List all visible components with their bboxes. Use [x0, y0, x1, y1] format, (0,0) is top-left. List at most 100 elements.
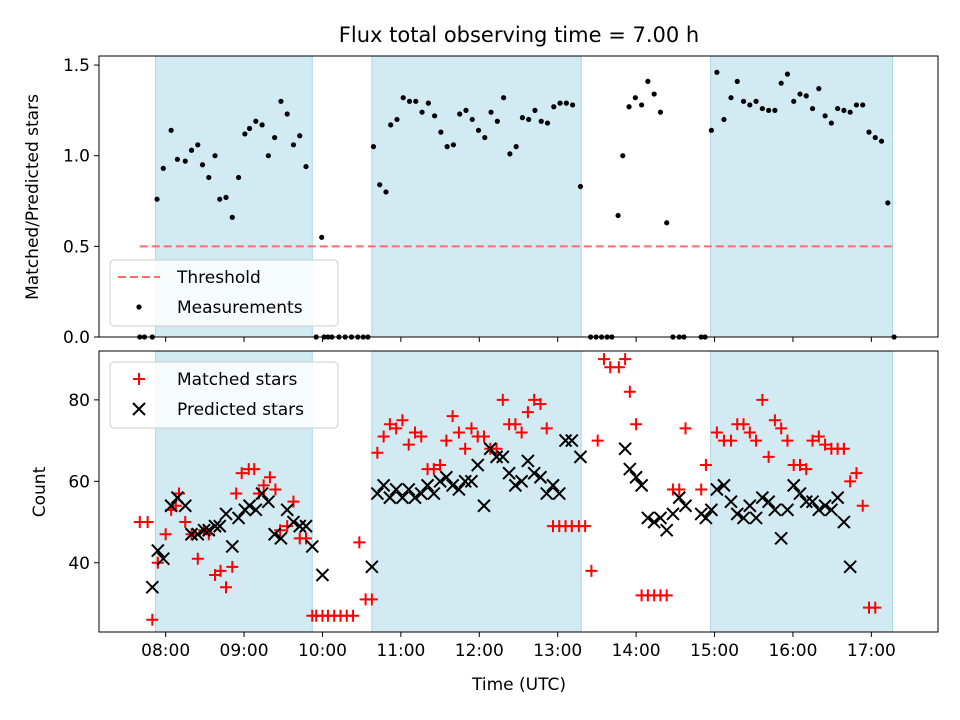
predicted-star-point — [151, 543, 165, 558]
matched-star-point — [191, 552, 204, 565]
matched-star-point — [724, 434, 737, 447]
matched-star-point — [509, 418, 522, 431]
measurement-point — [253, 118, 259, 124]
measurement-point — [229, 214, 235, 220]
predicted-star-point — [710, 482, 724, 497]
measurement-point — [394, 116, 400, 123]
measurement-point — [199, 162, 206, 168]
predicted-star-point — [634, 478, 649, 493]
matched-star-point — [623, 385, 636, 398]
predicted-star-point — [383, 490, 397, 505]
predicted-star-point — [427, 486, 441, 501]
matched-star-point — [300, 532, 313, 545]
matched-star-point — [383, 418, 396, 431]
predicted-star-point — [184, 527, 199, 541]
predicted-star-point — [255, 486, 269, 501]
predicted-star-point — [805, 494, 820, 509]
predicted-star-point — [305, 539, 319, 554]
predicted-star-point — [242, 499, 257, 513]
measurements-legend-label: Measurements — [177, 298, 303, 318]
matched-star-point — [172, 487, 185, 500]
measurement-point — [278, 98, 284, 104]
y-tick-label: 1.0 — [63, 147, 90, 167]
matched-star-point — [141, 516, 154, 529]
matched-star-point — [812, 430, 825, 443]
measurement-point — [714, 69, 720, 75]
matched-star-point — [630, 418, 643, 431]
measurement-point — [841, 107, 847, 113]
predicted-star-point — [508, 478, 523, 493]
measurement-point — [632, 95, 638, 101]
measurement-point — [728, 95, 734, 101]
predicted-star-point — [376, 478, 391, 493]
predicted-star-point — [818, 499, 832, 513]
measurement-point — [444, 144, 450, 150]
matched-star-point — [214, 564, 227, 577]
measurement-point — [519, 115, 526, 121]
predicted-star-point — [749, 511, 763, 525]
matched-star-point — [287, 495, 300, 508]
measurement-point — [538, 118, 544, 124]
matched-star-point — [521, 406, 534, 419]
measurement-point — [174, 156, 181, 162]
measurement-point — [784, 71, 791, 77]
predicted-star-point — [666, 507, 680, 521]
predicted-star-point — [464, 474, 479, 489]
matched-star-point — [856, 499, 869, 512]
measurement-point — [235, 174, 242, 181]
predicted-star-point — [420, 478, 435, 493]
matched-star-point — [490, 442, 503, 455]
matched-star-point — [850, 467, 863, 480]
measurement-point — [753, 98, 759, 104]
y-tick-label: 60 — [68, 472, 90, 492]
matched-legend-label: Matched stars — [177, 370, 297, 390]
ratio-plot-frame — [98, 55, 939, 338]
count-points — [133, 353, 882, 626]
measurement-point — [740, 98, 747, 104]
chart-title: Flux total observing time = 7.00 h — [339, 23, 699, 47]
measurement-point — [259, 122, 265, 128]
predicted-star-point — [197, 523, 211, 537]
predicted-star-point — [191, 527, 205, 541]
measurement-point — [885, 200, 891, 206]
matched-star-point — [281, 520, 294, 533]
matched-star-point — [737, 418, 750, 431]
ratio-panel: 0.0 0.5 1.0 1.5 Matched/Predicted stars Thr… — [23, 55, 939, 348]
x-tick-label: 10:00 — [298, 641, 347, 661]
matched-star-point — [274, 524, 287, 537]
measurement-point — [501, 95, 507, 101]
predicted-star-point — [824, 503, 839, 517]
predicted-star-point — [293, 519, 307, 533]
predicted-star-point — [540, 486, 554, 501]
predicted-star-point — [704, 503, 719, 517]
predicted-star-point — [483, 442, 497, 456]
predicted-star-point — [208, 519, 222, 533]
measurement-point — [507, 151, 513, 157]
matched-star-point — [699, 459, 712, 472]
matched-star-point — [226, 560, 239, 573]
measurement-point — [450, 142, 457, 148]
matched-star-point — [263, 471, 276, 484]
predicted-star-point — [533, 470, 548, 484]
measurement-point — [212, 153, 218, 159]
predicted-star-point — [145, 580, 160, 594]
measurement-points — [137, 69, 897, 340]
measurement-point — [626, 104, 632, 110]
matched-star-point — [743, 426, 756, 439]
predicted-star-point — [787, 478, 801, 493]
measurement-point — [223, 194, 229, 201]
measurement-point — [419, 109, 425, 115]
x-tick-label: 14:00 — [612, 641, 661, 661]
matched-star-point — [781, 434, 794, 447]
predicted-star-point — [843, 560, 857, 574]
measurement-point — [297, 133, 303, 139]
matched-star-point — [585, 564, 598, 577]
measurement-point — [563, 100, 569, 106]
predicted-star-point — [768, 503, 782, 517]
predicted-star-point — [496, 450, 510, 464]
matched-star-point — [365, 593, 378, 606]
predicted-star-point — [837, 515, 851, 529]
measurement-point — [242, 131, 248, 137]
matched-star-point — [673, 483, 686, 496]
matched-star-point — [579, 520, 592, 533]
